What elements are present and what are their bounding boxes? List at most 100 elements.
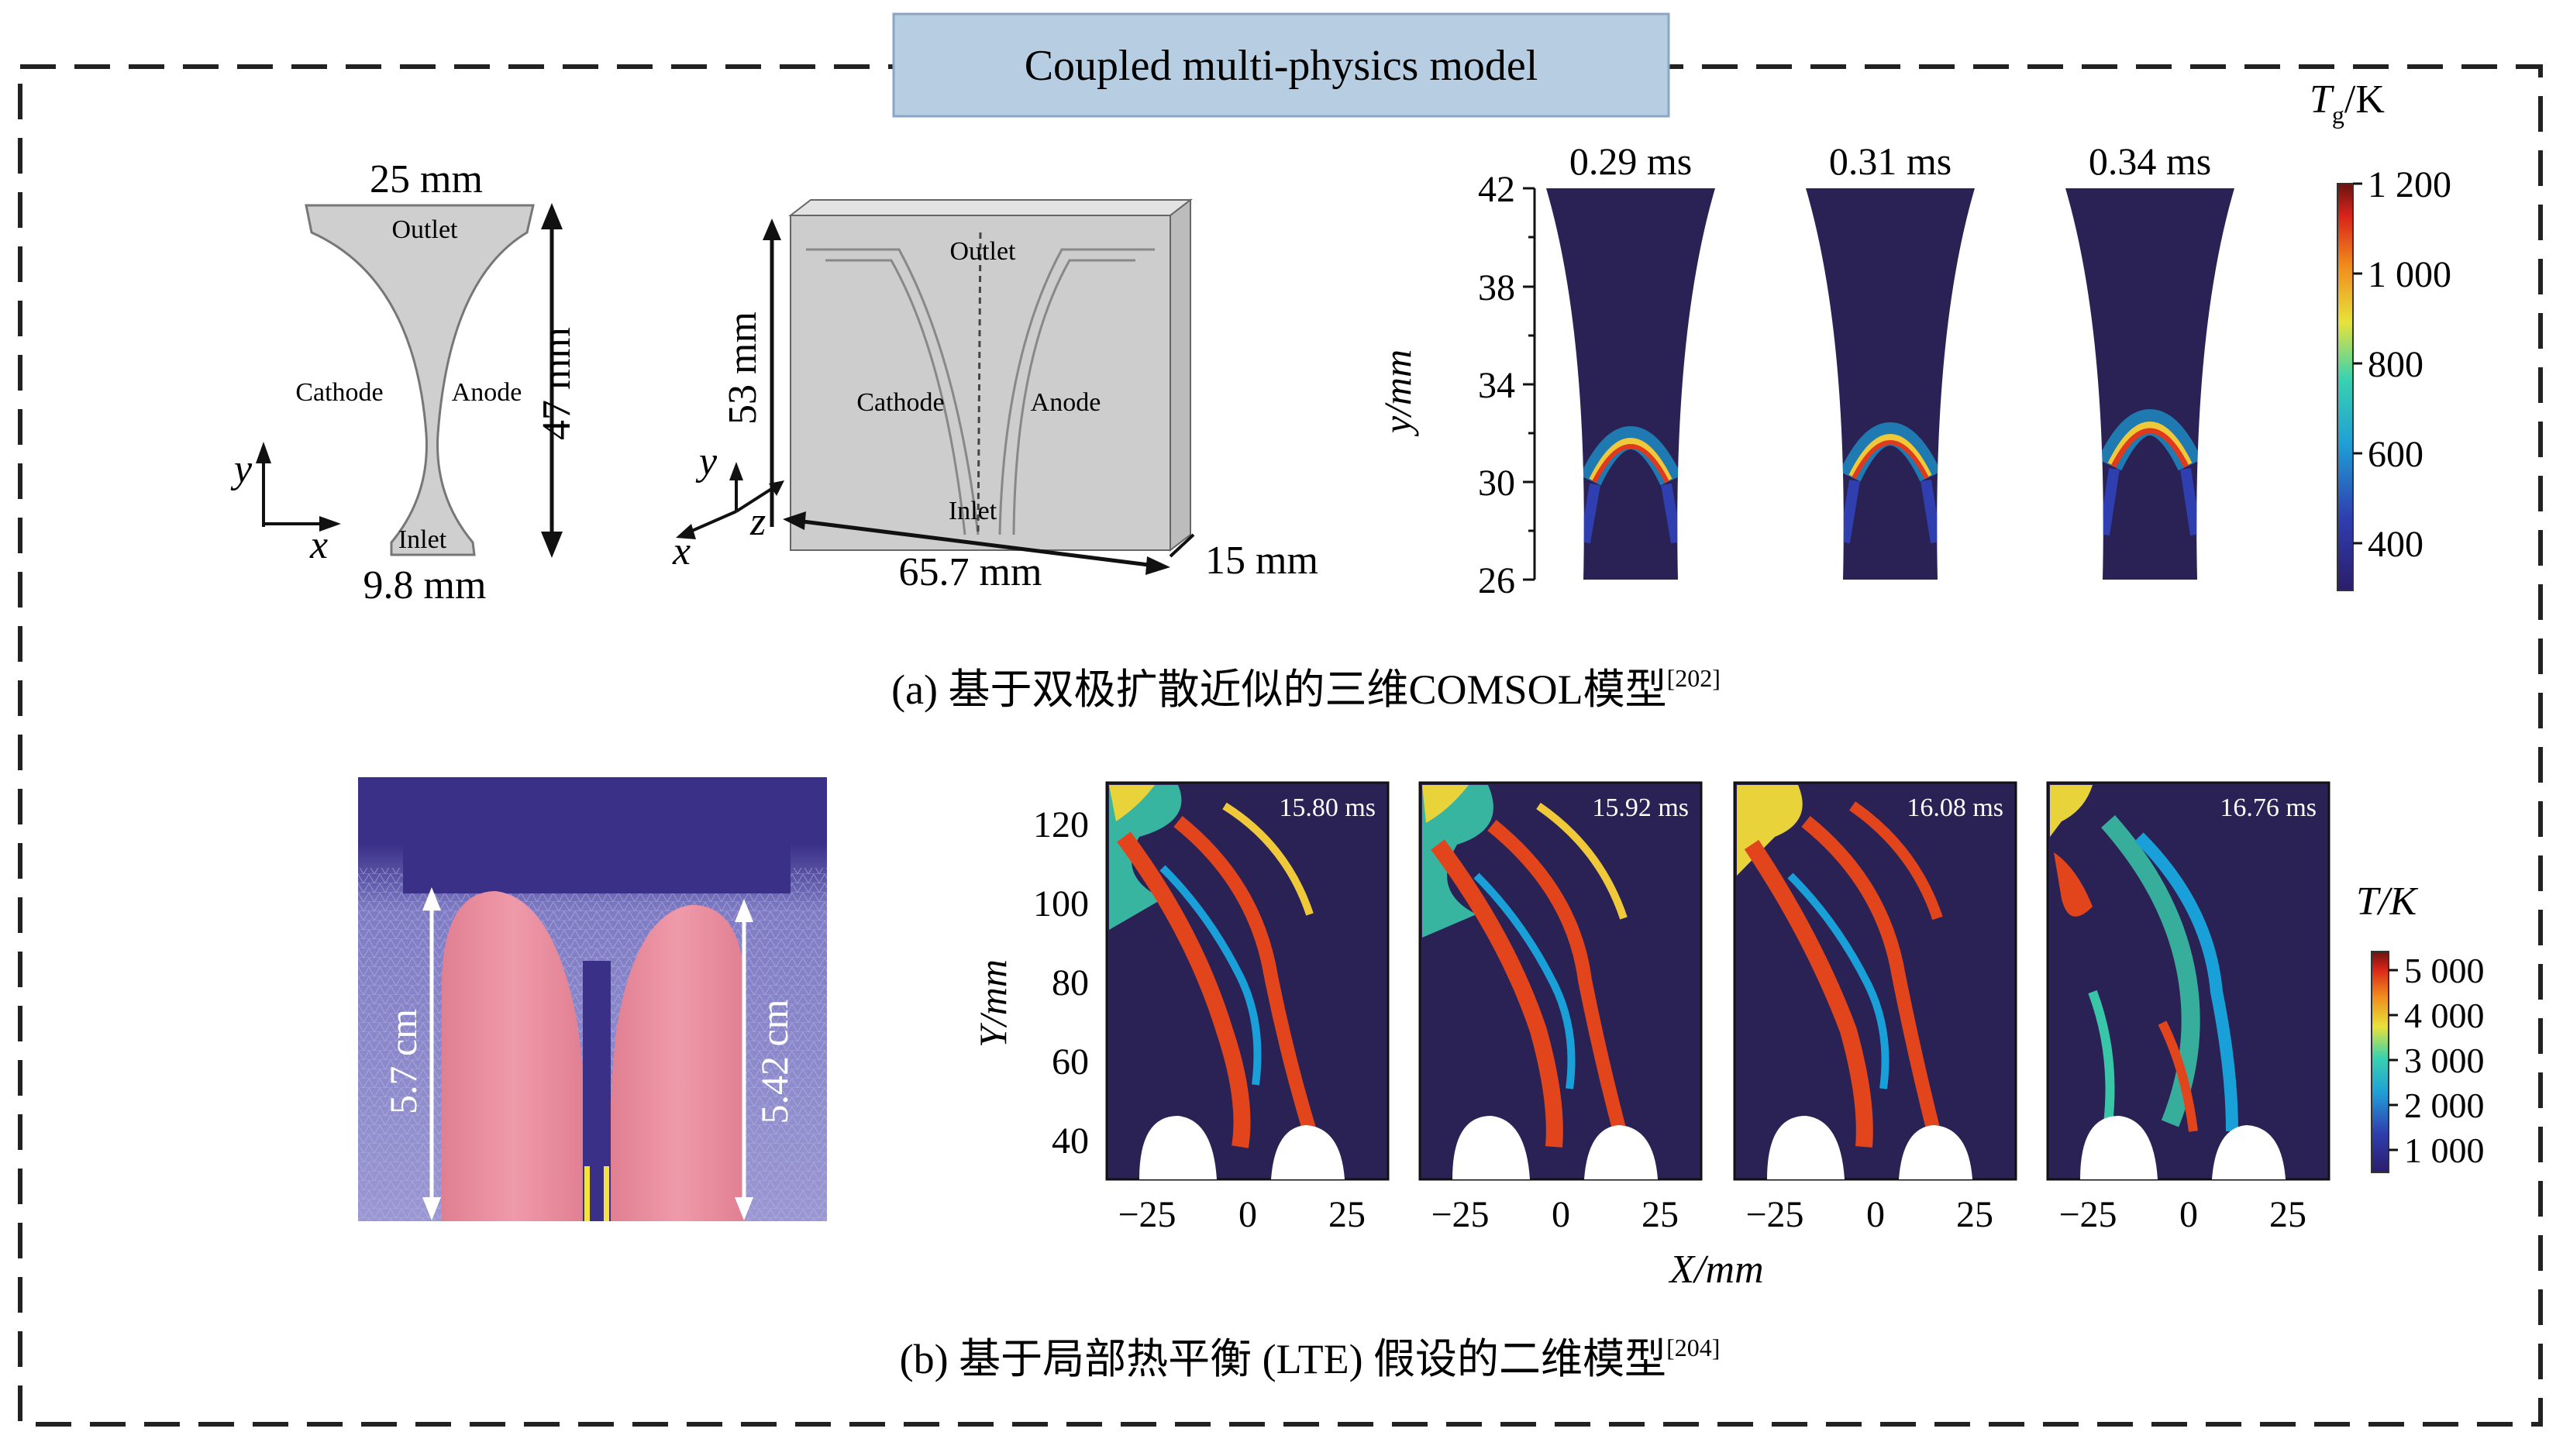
tg-ytick-38: 38	[1478, 267, 1515, 308]
mesh-right-arrowhead-down	[735, 1197, 753, 1220]
tg-cbar-400: 400	[2368, 524, 2423, 565]
t-colorbar-label: T/K	[2356, 879, 2418, 924]
arrowhead-up-3d	[763, 219, 781, 240]
geometry-3d-depth-arrow	[1169, 533, 1195, 558]
tg-colorbar-label: Tg/K	[2310, 77, 2385, 129]
tg-cbar-600: 600	[2368, 434, 2423, 475]
caption-b: (b) 基于局部热平衡 (LTE) 假设的二维模型[204]	[900, 1334, 1721, 1382]
geometry-2d-inlet: Inlet	[398, 525, 447, 554]
t-colorbar-ticks	[2389, 969, 2398, 1151]
inlet-marker-left	[584, 1166, 590, 1221]
tg-colorbar-ticks	[2353, 182, 2362, 545]
page-title: Coupled multi-physics model	[1025, 42, 1538, 90]
title-box	[892, 12, 1670, 118]
mesh-right-height: 5.42 cm	[753, 999, 796, 1124]
t-cbar-4000: 4 000	[2404, 996, 2485, 1035]
tg-time-3: 0.34 ms	[2089, 139, 2211, 183]
geometry-2d: 25 mm Outlet Cathode Anode Inlet 9.8 mm …	[230, 157, 579, 608]
t-xtick-f1-0: 0	[1238, 1194, 1257, 1235]
mesh-image: 5.7 cm 5.42 cm	[358, 777, 827, 1221]
geometry-2d-shape	[305, 204, 535, 556]
tg-plot: y/mm 42 38 34 30 26	[1376, 77, 2451, 601]
tg-ytick-26: 26	[1478, 560, 1515, 601]
tg-colorbar-label-unit: /K	[2344, 77, 2385, 122]
t-time-1: 15.80 ms	[1279, 793, 1376, 822]
tg-y-ticks	[1523, 187, 1535, 581]
arrowhead-down	[541, 532, 563, 558]
axis3d-z-arrowhead	[769, 480, 784, 496]
t-xlabel: X/mm	[1668, 1248, 1763, 1292]
tg-colorbar-label-main: T	[2310, 77, 2334, 122]
tg-frame-1	[1546, 188, 1715, 580]
tg-frame-3	[2065, 188, 2234, 580]
t-xtick-f4-0: 0	[2179, 1194, 2198, 1235]
t-xtick-f4-neg25: −25	[2058, 1194, 2117, 1235]
t-ytick-40: 40	[1052, 1120, 1089, 1162]
t-cbar-5000: 5 000	[2404, 951, 2485, 990]
t-xtick-f2-0: 0	[1552, 1194, 1570, 1235]
geometry-3d-top-face	[788, 199, 1193, 216]
geometry-2d-top-width: 25 mm	[370, 157, 483, 201]
arrowhead-left-3d	[783, 511, 806, 530]
mesh-left-arrowhead-up	[422, 887, 441, 910]
t-time-4: 16.76 ms	[2220, 793, 2317, 822]
axis3d-x-label: x	[672, 529, 691, 573]
axis3d-y-arrowhead	[729, 462, 743, 480]
axis-x-label: x	[309, 523, 328, 567]
caption-b-ref: [204]	[1666, 1334, 1720, 1361]
t-frame-3: 16.08 ms	[1733, 781, 2017, 1181]
caption-a-ref: [202]	[1667, 664, 1721, 692]
geometry-3d-cathode: Cathode	[856, 388, 944, 417]
tg-frame-2	[1806, 188, 1975, 580]
caption-a: (a) 基于双极扩散近似的三维COMSOL模型[202]	[891, 664, 1721, 713]
axis3d-z-label: z	[749, 500, 766, 544]
t-xtick-f3-0: 0	[1866, 1194, 1885, 1235]
mesh-left-height: 5.7 cm	[381, 1009, 425, 1114]
geometry-3d-height: 53 mm	[721, 312, 765, 425]
mesh-dark-top	[403, 777, 791, 893]
tg-colorbar-label-sub: g	[2332, 101, 2344, 129]
tg-cbar-800: 800	[2368, 344, 2423, 385]
tg-ytick-34: 34	[1478, 365, 1515, 406]
geometry-3d-width-arrow	[796, 518, 1156, 568]
tg-time-1: 0.29 ms	[1569, 139, 1692, 183]
t-xtick-f3-neg25: −25	[1745, 1194, 1803, 1235]
geometry-3d-outlet: Outlet	[950, 237, 1017, 266]
caption-b-text: (b) 基于局部热平衡 (LTE) 假设的二维模型	[900, 1336, 1666, 1382]
t-frame-2: 15.92 ms	[1418, 781, 1703, 1181]
t-colorbar	[2371, 951, 2389, 1173]
tg-ylabel: y/mm	[1376, 349, 1419, 437]
geometry-3d-anode-channel	[998, 248, 1155, 535]
axis-y-arrowhead	[256, 442, 271, 463]
right-electrode	[610, 904, 746, 1221]
geometry-3d-width: 65.7 mm	[899, 550, 1042, 594]
inlet-marker-right	[604, 1166, 609, 1221]
arrowhead-up	[541, 203, 563, 229]
geometry-3d-depth: 15 mm	[1205, 539, 1318, 583]
tg-colorbar	[2337, 183, 2354, 591]
t-xtick-f1-neg25: −25	[1118, 1194, 1176, 1235]
tg-time-2: 0.31 ms	[1829, 139, 1952, 183]
axis3d-x-arrowhead	[676, 524, 696, 539]
t-xtick-f4-25: 25	[2269, 1194, 2306, 1235]
t-cbar-3000: 3 000	[2404, 1041, 2485, 1080]
t-ytick-120: 120	[1033, 804, 1089, 845]
axis-x-arrowhead	[319, 516, 341, 532]
geometry-3d: Outlet Cathode Anode Inlet 53 mm 65.7 mm…	[672, 198, 1318, 594]
t-xtick-f2-25: 25	[1641, 1194, 1679, 1235]
t-cbar-2000: 2 000	[2404, 1086, 2485, 1125]
t-time-3: 16.08 ms	[1907, 793, 2003, 822]
geometry-2d-height: 47 mm	[535, 327, 579, 440]
tg-cbar-1000: 1 000	[2368, 254, 2451, 295]
t-ytick-100: 100	[1033, 883, 1089, 924]
t-ylabel: Y/mm	[971, 959, 1015, 1048]
t-xtick-f3-25: 25	[1956, 1194, 1993, 1235]
t-frame-1: 15.80 ms	[1105, 781, 1390, 1181]
tg-cbar-1200: 1 200	[2368, 164, 2451, 205]
geometry-3d-side-face	[1170, 198, 1191, 552]
geometry-3d-cathode-channel	[806, 248, 980, 535]
t-ytick-80: 80	[1052, 962, 1089, 1003]
geometry-2d-anode: Anode	[452, 378, 522, 407]
t-plot: Y/mm 120 100 80 60 40 15.80 ms	[971, 781, 2485, 1292]
